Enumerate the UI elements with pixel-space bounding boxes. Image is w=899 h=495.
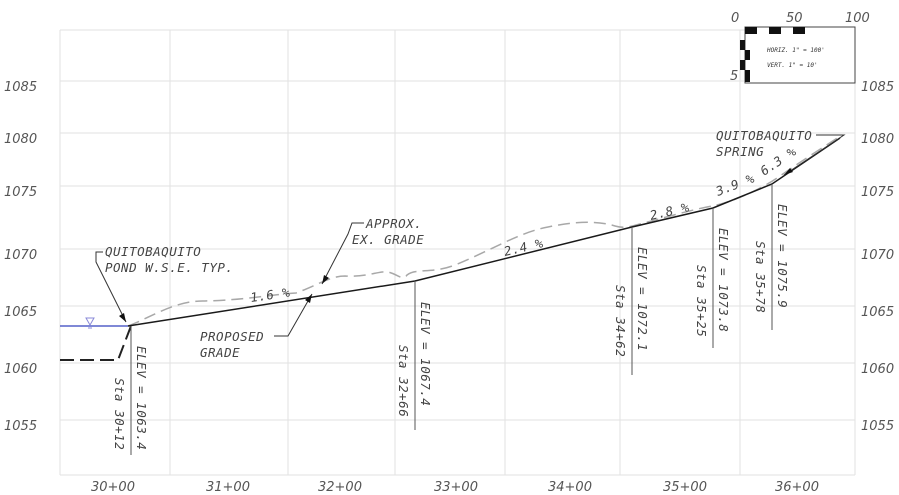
point-leaders [130,184,773,455]
elevation-label: 1065 [4,305,37,320]
scale-bar: 0 50 100 5 HORIZ. 1" = 100' VERT. 1" = 1… [730,11,870,84]
scale-horiz: HORIZ. 1" = 100' [766,47,825,54]
proposed-grade-callout: PROPOSED GRADE [200,293,313,360]
existing-grade-line [127,134,843,327]
grid [59,29,856,476]
slope-label: 2.4 % [502,235,544,259]
pond-label-line1: QUITOBAQUITO [105,244,201,259]
point-sta-label: Sta 35+78 [753,241,768,313]
station-label: 31+00 [206,480,250,495]
station-label: 33+00 [434,480,478,495]
elevation-label: 1060 [861,362,894,377]
elevation-label: 1070 [861,248,894,263]
station-label: 30+00 [91,480,135,495]
spring-label-line2: SPRING [716,144,764,159]
proposed-label-line1: PROPOSED [200,329,264,344]
approx-label-line1: APPROX. [365,216,422,231]
pond-callout: QUITOBAQUITO POND W.S.E. TYP. [95,244,233,323]
elevation-axis-left: 1085 1080 1075 1070 1065 1060 1055 [4,80,37,434]
station-label: 34+00 [548,480,592,495]
slope-label: 3.9 % [713,170,757,199]
approx-grade-callout: APPROX. EX. GRADE [321,216,424,285]
existing-pond-bottom [60,325,132,361]
point-elev-label: ELEV = 1075.9 [775,204,790,308]
scale-tick-label: 50 [786,11,803,26]
slope-label: 2.8 % [648,199,690,223]
elevation-label: 1055 [4,419,37,434]
elevation-label: 1085 [861,80,894,95]
station-label: 36+00 [775,480,819,495]
spring-callout: QUITOBAQUITO SPRING [716,128,846,176]
pond-water-surface [60,317,128,329]
point-labels: ELEV = 1063.4 Sta 30+12 ELEV = 1067.4 St… [112,204,790,450]
spring-label-line1: QUITOBAQUITO [716,128,812,143]
elevation-label: 1065 [861,305,894,320]
elevation-label: 1055 [861,419,894,434]
proposed-label-line2: GRADE [200,345,240,360]
elevation-label: 1070 [4,248,37,263]
point-sta-label: Sta 34+62 [613,285,628,357]
point-elev-label: ELEV = 1073.8 [716,228,731,332]
elevation-label: 1080 [4,132,37,147]
elevation-axis-right: 1085 1080 1075 1070 1065 1060 1055 [861,80,894,434]
elevation-label: 1080 [861,132,894,147]
point-elev-label: ELEV = 1063.4 [134,346,149,450]
proposed-grade-line [127,137,841,327]
point-elev-label: ELEV = 1072.1 [635,247,650,351]
elevation-label: 1060 [4,362,37,377]
station-label: 35+00 [663,480,707,495]
point-sta-label: Sta 30+12 [112,378,127,450]
approx-label-line2: EX. GRADE [352,232,424,247]
station-axis: 30+00 31+00 32+00 33+00 34+00 35+00 36+0… [91,480,819,495]
elevation-label: 1075 [4,185,37,200]
pond-label-line2: POND W.S.E. TYP. [105,260,233,275]
elevation-label: 1085 [4,80,37,95]
point-sta-label: Sta 35+25 [694,265,709,337]
elevation-label: 1075 [861,185,894,200]
slope-label: 1.6 % [249,285,291,305]
scale-vert: VERT. 1" = 10' [767,62,818,69]
scale-tick-label: 100 [845,11,870,26]
point-sta-label: Sta 32+66 [396,345,411,417]
point-elev-label: ELEV = 1067.4 [418,302,433,406]
scale-tick-label: 5 [730,69,738,84]
station-label: 32+00 [318,480,362,495]
scale-tick-label: 0 [731,11,739,26]
